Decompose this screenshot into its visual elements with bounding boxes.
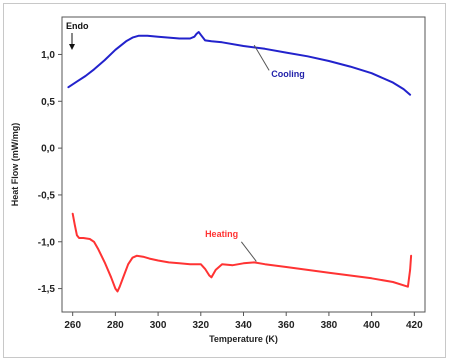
y-tick-label: 0,0 (41, 144, 55, 155)
cooling-pointer-line (253, 44, 270, 71)
endo-label: Endo (66, 21, 89, 31)
x-axis-label: Temperature (K) (209, 334, 278, 344)
x-tick-label: 300 (150, 320, 167, 331)
y-tick-label: 0,5 (41, 97, 55, 108)
x-axis-ticks: 260 280 300 320 340 360 380 400 420 (64, 312, 423, 331)
x-tick-label: 320 (192, 320, 209, 331)
cooling-label: Cooling (271, 69, 305, 79)
x-tick-label: 420 (406, 320, 423, 331)
y-tick-label: -0,5 (38, 190, 56, 201)
endo-arrow-head (69, 44, 75, 50)
x-tick-label: 380 (321, 320, 338, 331)
x-tick-label: 340 (235, 320, 252, 331)
y-tick-label: -1,0 (38, 237, 56, 248)
heating-pointer-line (240, 241, 257, 262)
plot-area (61, 16, 426, 313)
x-tick-label: 260 (64, 320, 81, 331)
y-axis-ticks: -1,5 -1,0 -0,5 0,0 0,5 1,0 (38, 50, 62, 295)
x-tick-label: 400 (363, 320, 380, 331)
series-layer (67, 31, 413, 293)
y-axis-label: Heat Flow (mW/mg) (10, 123, 20, 207)
chart-frame (3, 3, 446, 358)
series-heating-line (71, 212, 413, 293)
x-tick-label: 280 (107, 320, 124, 331)
x-tick-label: 360 (278, 320, 295, 331)
heating-label: Heating (205, 229, 238, 239)
y-tick-label: -1,5 (38, 284, 56, 295)
series-cooling-line (67, 31, 412, 96)
y-tick-label: 1,0 (41, 50, 55, 61)
